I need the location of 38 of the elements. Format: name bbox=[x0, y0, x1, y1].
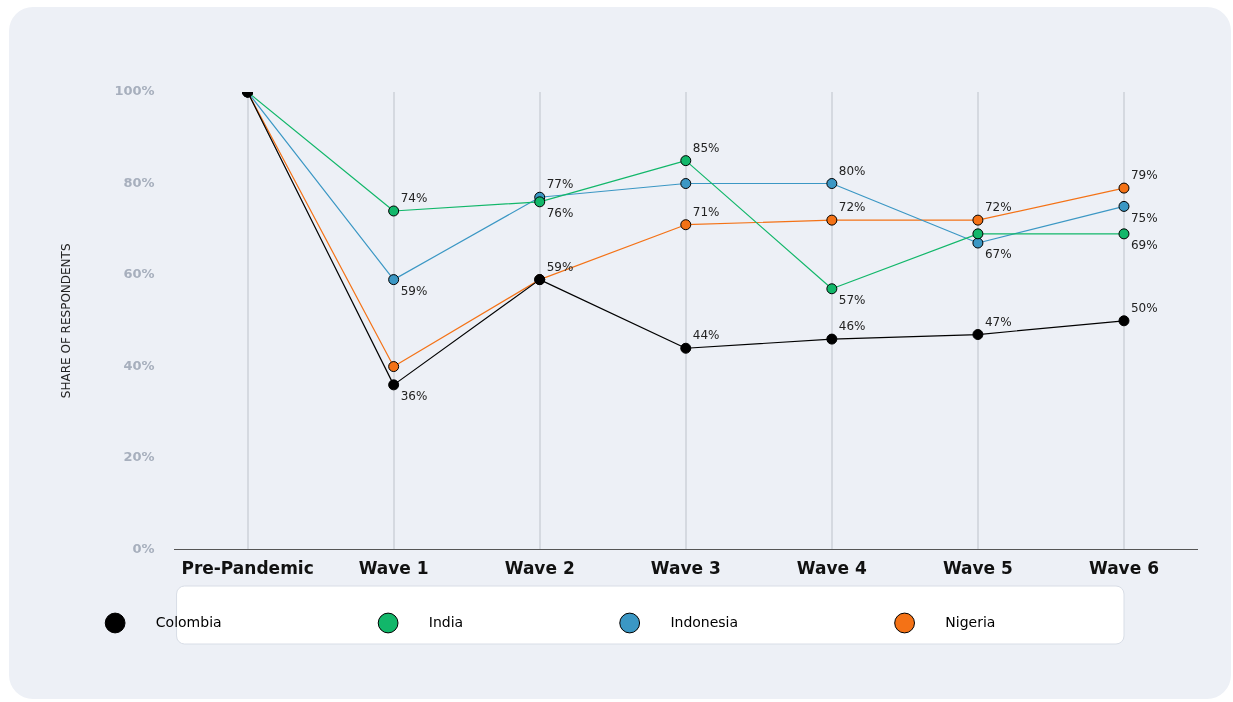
y-axis-title: SHARE OF RESPONDENTS bbox=[59, 243, 74, 399]
data-label: 50% bbox=[1130, 300, 1158, 315]
data-label: 72% bbox=[838, 200, 866, 215]
y-tick-label: 100% bbox=[114, 83, 155, 99]
legend-label: Indonesia bbox=[643, 613, 872, 630]
legend-label: India bbox=[402, 613, 597, 630]
data-label: 59% bbox=[546, 259, 574, 274]
x-tick-label: Wave 1 bbox=[358, 558, 429, 579]
data-label: 67% bbox=[984, 247, 1012, 262]
x-tick-label: Wave 6 bbox=[1088, 558, 1159, 579]
data-label: 79% bbox=[1130, 168, 1158, 183]
data-label: 75% bbox=[1130, 210, 1158, 225]
y-tick-label: 40% bbox=[123, 357, 155, 373]
x-tick-label: Wave 3 bbox=[650, 558, 721, 579]
y-tick-label: 80% bbox=[123, 174, 155, 190]
data-label: 85% bbox=[692, 140, 720, 155]
data-label: 46% bbox=[838, 319, 866, 334]
data-label: 76% bbox=[546, 205, 574, 220]
data-label: 72% bbox=[984, 200, 1012, 215]
y-tick-label: 0% bbox=[132, 540, 155, 556]
x-tick-label: Pre-Pandemic bbox=[181, 558, 314, 579]
data-label: 69% bbox=[1130, 237, 1158, 252]
data-label: 80% bbox=[838, 163, 866, 178]
data-label: 47% bbox=[984, 314, 1012, 329]
data-label: 77% bbox=[546, 177, 574, 192]
y-tick-label: 20% bbox=[123, 449, 155, 465]
data-label: 71% bbox=[692, 204, 720, 219]
y-tick-label: 60% bbox=[123, 266, 155, 282]
x-tick-label: Wave 2 bbox=[504, 558, 575, 579]
data-label: 74% bbox=[400, 191, 428, 206]
data-label: 44% bbox=[692, 328, 720, 343]
data-label: 36% bbox=[400, 388, 428, 403]
data-label: 57% bbox=[838, 292, 866, 307]
legend-label: Nigeria bbox=[918, 613, 1129, 630]
x-tick-label: Wave 4 bbox=[796, 558, 867, 579]
x-tick-label: Wave 5 bbox=[942, 558, 1013, 579]
data-label: 59% bbox=[400, 283, 428, 298]
legend-label: Colombia bbox=[129, 613, 356, 630]
